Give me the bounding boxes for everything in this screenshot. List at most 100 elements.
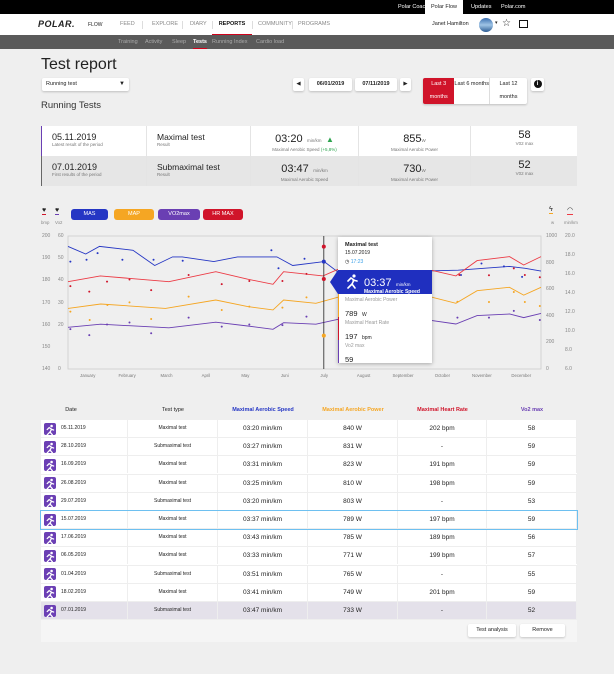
clock-icon: ◷ (345, 259, 350, 265)
start-date-input[interactable]: 06/01/2019 (309, 78, 352, 91)
table-row[interactable]: 07.01.2019 Submaximal test 03:47 min/km 733… (41, 602, 577, 621)
first-power-caption: Maximal Aerobic Power (390, 177, 439, 182)
prev-period-button[interactable]: ◀ (293, 78, 304, 91)
col-test-type[interactable]: Test type (161, 407, 184, 413)
end-date-input[interactable]: 07/11/2019 (355, 78, 397, 91)
section-title: Running Tests (41, 100, 102, 111)
cell-date: 15.07.2019 (41, 511, 128, 528)
table-row[interactable]: 29.07.2019 Submaximal test 03:20 min/km 803… (41, 492, 577, 511)
heart-vo2-icon[interactable]: ♥ (55, 207, 60, 215)
data-point-hr (220, 283, 223, 286)
nav-programs[interactable]: PROGRAMS (298, 21, 331, 27)
subnav-activity[interactable]: Activity (145, 39, 163, 45)
link-polar-com[interactable]: Polar.com (501, 4, 526, 10)
polar-logo[interactable]: POLAR. (38, 19, 76, 29)
data-point-hr (106, 280, 109, 283)
speedometer-icon[interactable]: ◠ (567, 207, 574, 215)
col-speed[interactable]: Maximal Aerobic Speed (232, 407, 294, 413)
subnav-cardio-load[interactable]: Cardio load (256, 39, 285, 45)
col-power[interactable]: Maximal Aerobic Power (322, 407, 384, 413)
heart-bpm-icon[interactable]: ♥ (42, 207, 47, 215)
data-point-hr (128, 278, 131, 281)
test-analysis-button[interactable]: Test analysis (468, 624, 516, 637)
tooltip-vo2-label: Vo2 max (345, 343, 365, 349)
data-point-hr (281, 279, 284, 282)
caret-down-icon[interactable]: ▾ (495, 20, 498, 26)
remove-button[interactable]: Remove (520, 624, 565, 637)
nav-community[interactable]: COMMUNITY (258, 21, 292, 27)
plot-frame (67, 235, 542, 370)
month-label: May (241, 373, 250, 378)
data-point-hr (150, 289, 153, 292)
link-polar-flow[interactable]: Polar Flow (425, 0, 463, 14)
link-updates[interactable]: Updates (471, 4, 492, 10)
cell-vo2: 53 (487, 492, 577, 510)
data-point-vo2 (106, 323, 109, 326)
subnav-running-index[interactable]: Running Index (212, 39, 248, 45)
cell-test-type: Maximal test (128, 420, 218, 437)
subnav-tests[interactable]: Tests (193, 35, 207, 49)
table-row[interactable]: 28.10.2019 Submaximal test 03:27 min/km 831… (41, 438, 577, 457)
toggle-mas[interactable]: MAS (71, 209, 108, 220)
main-nav: POLAR. FLOW FEED EXPLORE DIARY REPORTS C… (0, 14, 614, 35)
user-name[interactable]: Janet Hamilton (432, 21, 469, 27)
nav-explore[interactable]: EXPLORE (152, 21, 178, 27)
data-point-mas (303, 257, 306, 260)
runner-icon (347, 274, 358, 289)
cell-test-type: Submaximal test (128, 602, 218, 619)
cell-hr: - (398, 565, 487, 583)
subnav-training[interactable]: Training (118, 39, 138, 45)
tooltip-hr: 197 (345, 332, 358, 341)
preset-last-3-months[interactable]: Last 3 months (423, 78, 455, 104)
series-line-mas (67, 245, 542, 273)
data-point-hr (487, 274, 490, 277)
table-row[interactable]: 01.04.2019 Submaximal test 03:51 min/km 765… (41, 565, 577, 584)
nav-reports[interactable]: REPORTS (212, 14, 252, 35)
month-label: March (160, 373, 173, 378)
toggle-vo2max[interactable]: VO2max (158, 209, 200, 220)
cell-test-type: Maximal test (128, 456, 218, 474)
nav-diary[interactable]: DIARY (190, 21, 207, 27)
toggle-map[interactable]: MAP (114, 209, 154, 220)
col-hr[interactable]: Maximal Heart Rate (417, 407, 468, 413)
runner-icon (44, 568, 56, 581)
cell-speed: 03:51 min/km (218, 565, 308, 583)
message-icon[interactable] (519, 20, 528, 28)
cell-speed: 03:27 min/km (218, 438, 308, 456)
info-button[interactable]: i (531, 78, 544, 91)
toggle-hr-max[interactable]: HR MAX (203, 209, 243, 220)
test-type-select[interactable]: Running test ▼ (42, 78, 129, 91)
next-period-button[interactable]: ▶ (400, 78, 411, 91)
data-point-map (305, 296, 308, 299)
data-point-vo2 (281, 324, 284, 327)
preset-last-6-months[interactable]: Last 6 months (454, 78, 490, 104)
link-polar-coach[interactable]: Polar Coach (398, 4, 429, 10)
latest-power-caption: Maximal Aerobic Power (390, 147, 439, 152)
first-vo2-caption: V02 max (515, 171, 534, 176)
cell-hr: 191 bpm (398, 456, 487, 474)
star-icon[interactable]: ☆ (502, 18, 511, 29)
series-line-map (67, 286, 542, 311)
avatar[interactable] (479, 18, 493, 32)
period-presets: Last 3 months Last 6 months Last 12 mont… (423, 78, 527, 104)
data-point-mas (480, 262, 483, 265)
runner-icon (44, 586, 56, 599)
up-arrow-icon: ▲ (326, 135, 334, 144)
nav-feed[interactable]: FEED (120, 21, 135, 27)
subnav-sleep[interactable]: Sleep (172, 39, 187, 45)
axis-tick-w: 800 (546, 259, 555, 266)
preset-last-12-months[interactable]: Last 12 months (499, 81, 518, 100)
cell-power: 749 W (308, 583, 398, 601)
power-bolt-icon[interactable]: ϟ (549, 206, 553, 214)
cell-power: 785 W (308, 529, 398, 547)
col-vo2[interactable]: Vo2 max (520, 407, 544, 413)
col-date[interactable]: Date (65, 407, 77, 413)
